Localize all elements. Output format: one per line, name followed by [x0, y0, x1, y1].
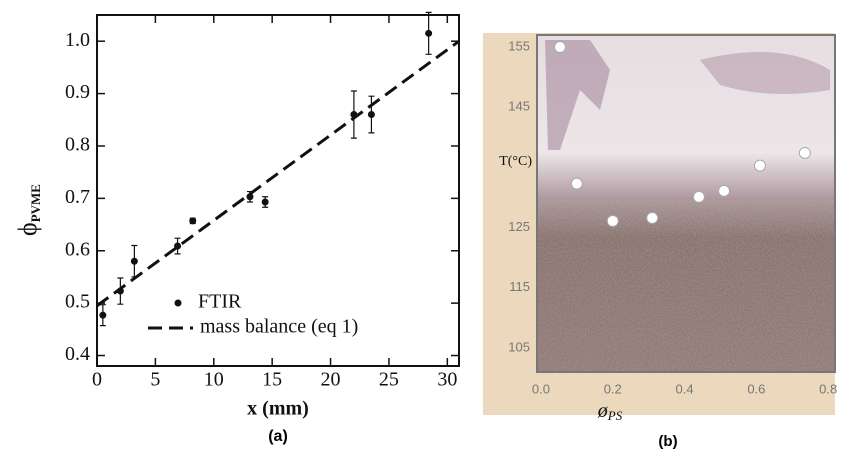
- point: [718, 184, 731, 197]
- y-tick-label: 0.8: [65, 134, 90, 156]
- x-tick-label: 0.2: [604, 381, 622, 396]
- point: [246, 193, 254, 201]
- y-tick-label: 125: [508, 219, 530, 234]
- y-tick-label: 0.6: [65, 238, 90, 260]
- x-tick-label: 0.8: [819, 381, 837, 396]
- point: [425, 29, 433, 37]
- point: [798, 146, 811, 159]
- y-tick-label: 0.7: [65, 186, 90, 208]
- y-axis-label-symbol: ϕ: [13, 222, 42, 236]
- x-axis-label: x (mm): [247, 398, 309, 420]
- photo-shade: [700, 52, 830, 94]
- point: [130, 257, 138, 265]
- y-tick-label: 105: [508, 339, 530, 354]
- y-axis-label: T(°C): [499, 154, 532, 169]
- point: [367, 111, 375, 119]
- legend-label: mass balance (eq 1): [200, 316, 358, 338]
- legend-label: FTIR: [198, 291, 242, 313]
- y-tick-label: 155: [508, 38, 530, 53]
- x-tick-label: 15: [262, 369, 282, 391]
- x-tick-label: 25: [379, 369, 399, 391]
- fit-line: [96, 39, 460, 307]
- y-axis-label-sub: PVME: [28, 184, 43, 222]
- point: [99, 311, 107, 319]
- photo-border: [536, 34, 836, 373]
- x-axis-label-sub: PS: [607, 408, 623, 423]
- x-tick-label: 0: [92, 369, 102, 391]
- point: [189, 217, 197, 225]
- point: [646, 211, 659, 224]
- point: [606, 214, 619, 227]
- point: [570, 177, 583, 190]
- point: [553, 41, 566, 54]
- y-tick-label: 0.5: [65, 291, 90, 313]
- point: [261, 198, 269, 206]
- y-axis-label: ϕPVME: [13, 184, 43, 236]
- x-axis-label: øPS: [597, 400, 623, 423]
- photo-shade: [545, 40, 610, 150]
- point: [692, 190, 705, 203]
- legend-marker: [174, 299, 182, 307]
- point: [753, 159, 766, 172]
- x-tick-label: 30: [437, 369, 457, 391]
- plot-frame: [96, 14, 460, 367]
- y-tick-label: 0.4: [65, 343, 90, 365]
- x-tick-label: 0.4: [676, 381, 694, 396]
- y-tick-label: 145: [508, 99, 530, 114]
- y-tick-label: 0.9: [65, 81, 90, 103]
- x-tick-label: 5: [150, 369, 160, 391]
- y-tick-label: 1.0: [65, 29, 90, 51]
- caption: (a): [268, 428, 288, 445]
- y-tick-label: 115: [509, 279, 530, 294]
- x-axis-label-symbol: ø: [597, 400, 609, 422]
- photo-texture: [537, 200, 835, 372]
- x-tick-label: 0.0: [532, 381, 550, 396]
- x-tick-label: 10: [204, 369, 224, 391]
- caption: (b): [658, 433, 677, 450]
- x-tick-label: 20: [321, 369, 341, 391]
- x-tick-label: 0.6: [747, 381, 765, 396]
